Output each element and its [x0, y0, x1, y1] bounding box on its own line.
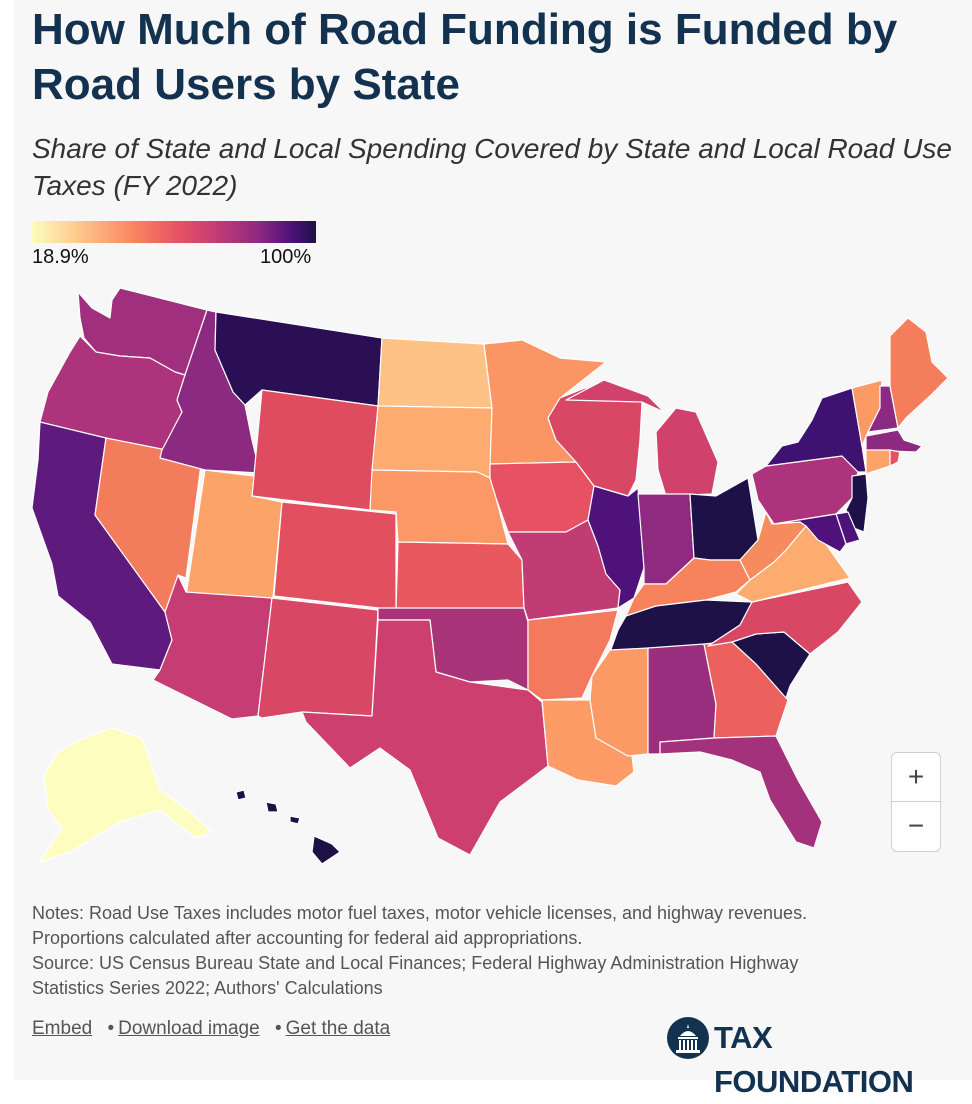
color-scale-legend — [32, 221, 316, 243]
get-data-link[interactable]: Get the data — [285, 1018, 391, 1039]
state-new-mexico[interactable] — [257, 597, 379, 719]
state-michigan[interactable] — [565, 379, 719, 497]
state-texas[interactable] — [301, 619, 549, 856]
state-south-dakota[interactable] — [371, 405, 493, 479]
page-title: How Much of Road Funding is Funded by Ro… — [32, 5, 898, 109]
zoom-out-button[interactable]: − — [907, 810, 925, 841]
state-new-jersey[interactable] — [845, 473, 869, 533]
legend-min-label: 18.9% — [32, 246, 89, 268]
link-separator: • — [274, 1018, 282, 1039]
state-wyoming[interactable] — [251, 389, 379, 511]
page-subtitle: Share of State and Local Spending Covere… — [32, 133, 952, 201]
state-arizona[interactable] — [152, 574, 273, 720]
zoom-in-button[interactable]: + — [892, 753, 940, 802]
state-massachusetts[interactable] — [865, 429, 923, 453]
notes-section: Notes: Road Use Taxes includes motor fue… — [32, 901, 932, 1001]
state-new-hampshire[interactable] — [867, 385, 899, 433]
state-florida[interactable] — [659, 735, 823, 849]
state-iowa[interactable] — [489, 461, 595, 533]
source-line: Statistics Series 2022; Authors' Calcula… — [32, 978, 383, 998]
state-connecticut[interactable] — [865, 449, 891, 475]
notes-line: Proportions calculated after accounting … — [32, 928, 583, 948]
state-colorado[interactable] — [273, 501, 397, 611]
state-arkansas[interactable] — [527, 609, 619, 701]
embed-link[interactable]: Embed — [32, 1018, 93, 1039]
state-north-carolina[interactable] — [707, 581, 863, 655]
state-north-dakota[interactable] — [377, 337, 493, 409]
state-maryland[interactable] — [773, 513, 847, 553]
brand-name: TAX FOUNDATION — [714, 1020, 914, 1099]
zoom-control: + − — [891, 752, 941, 852]
state-rhode-island[interactable] — [889, 449, 901, 467]
footer-links: Embed • Download image • Get the data — [32, 1018, 390, 1040]
download-image-link[interactable]: Download image — [118, 1018, 260, 1039]
source-line: Source: US Census Bureau State and Local… — [32, 953, 799, 973]
state-alabama[interactable] — [647, 643, 717, 755]
state-alaska[interactable] — [39, 727, 213, 863]
tax-foundation-logo-icon — [667, 1017, 709, 1059]
state-hawaii[interactable] — [235, 789, 341, 865]
state-new-york[interactable] — [765, 387, 867, 473]
state-illinois[interactable] — [587, 485, 645, 609]
state-montana[interactable] — [214, 311, 383, 407]
us-choropleth-map[interactable] — [0, 0, 972, 1080]
link-separator: • — [107, 1018, 115, 1039]
state-kansas[interactable] — [395, 541, 525, 611]
notes-line: Notes: Road Use Taxes includes motor fue… — [32, 903, 808, 923]
legend-max-label: 100% — [260, 246, 312, 268]
state-mississippi[interactable] — [589, 647, 649, 757]
state-maine[interactable] — [889, 317, 949, 429]
